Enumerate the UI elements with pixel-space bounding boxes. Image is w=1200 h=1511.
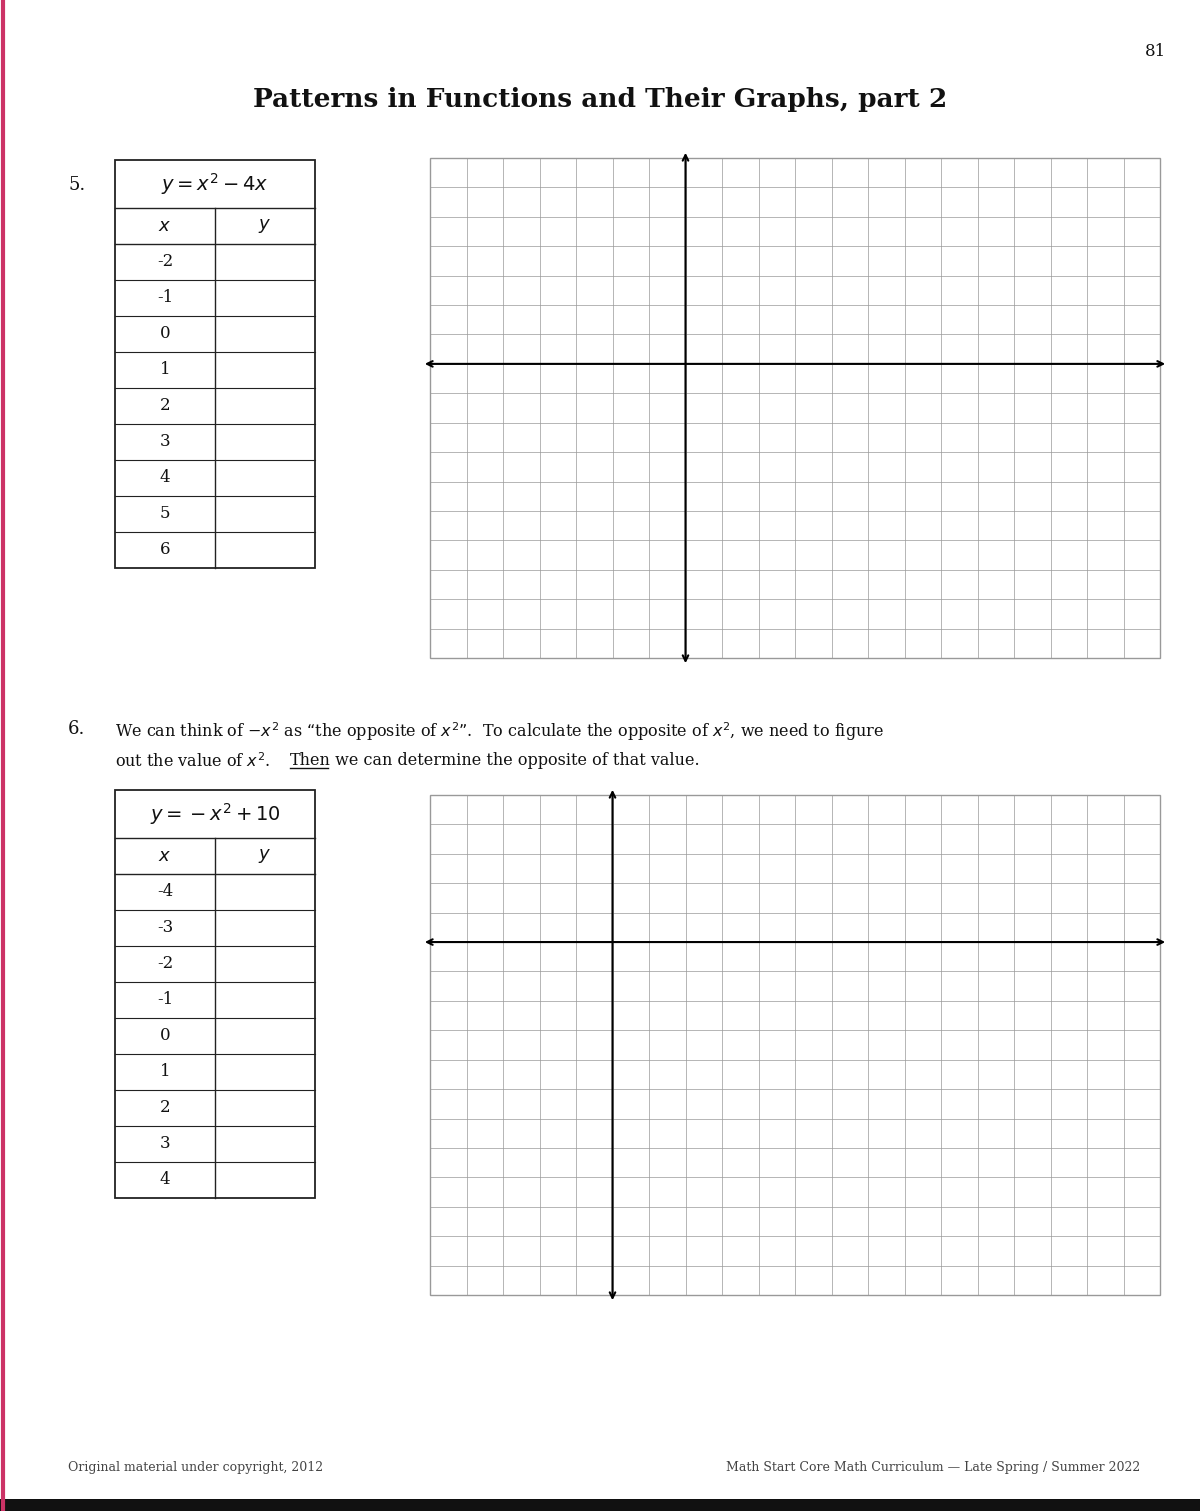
Text: -1: -1	[157, 991, 173, 1008]
Text: $y = x^2 - 4x$: $y = x^2 - 4x$	[161, 171, 269, 196]
Text: We can think of $-x^2$ as “the opposite of $x^{2}$”.  To calculate the opposite : We can think of $-x^2$ as “the opposite …	[115, 721, 884, 743]
Text: 0: 0	[160, 1027, 170, 1044]
Text: 1: 1	[160, 1064, 170, 1080]
Text: 0: 0	[160, 325, 170, 343]
Bar	[115, 160, 314, 568]
Text: $x$: $x$	[158, 848, 172, 864]
Text: 5: 5	[160, 506, 170, 523]
Text: 5.: 5.	[68, 175, 85, 193]
Bar	[0, 1499, 1200, 1511]
Text: 4: 4	[160, 470, 170, 487]
Text: 1: 1	[160, 361, 170, 378]
Text: -1: -1	[157, 290, 173, 307]
Bar	[430, 159, 1160, 657]
Text: $y$: $y$	[258, 218, 271, 236]
Text: $y$: $y$	[258, 848, 271, 864]
Text: we can determine the opposite of that value.: we can determine the opposite of that va…	[330, 752, 700, 769]
Text: Math Start Core Math Curriculum — Late Spring / Summer 2022: Math Start Core Math Curriculum — Late S…	[726, 1461, 1140, 1475]
Text: 2: 2	[160, 397, 170, 414]
Text: 4: 4	[160, 1171, 170, 1189]
Bar	[115, 790, 314, 1198]
Text: -2: -2	[157, 955, 173, 973]
Text: out the value of $x^2$.: out the value of $x^2$.	[115, 752, 277, 771]
Text: $y = -x^2 + 10$: $y = -x^2 + 10$	[150, 801, 281, 827]
Text: 81: 81	[1145, 44, 1165, 60]
Text: -2: -2	[157, 254, 173, 270]
Text: Then: Then	[290, 752, 331, 769]
Text: $x$: $x$	[158, 218, 172, 236]
Text: 2: 2	[160, 1100, 170, 1117]
Text: -3: -3	[157, 920, 173, 937]
Text: 3: 3	[160, 434, 170, 450]
Text: 3: 3	[160, 1135, 170, 1153]
Text: 6: 6	[160, 541, 170, 559]
Bar	[430, 795, 1160, 1295]
Text: Patterns in Functions and Their Graphs, part 2: Patterns in Functions and Their Graphs, …	[253, 88, 947, 112]
Text: Original material under copyright, 2012: Original material under copyright, 2012	[68, 1461, 323, 1475]
Text: -4: -4	[157, 884, 173, 901]
Text: 6.: 6.	[68, 721, 85, 737]
